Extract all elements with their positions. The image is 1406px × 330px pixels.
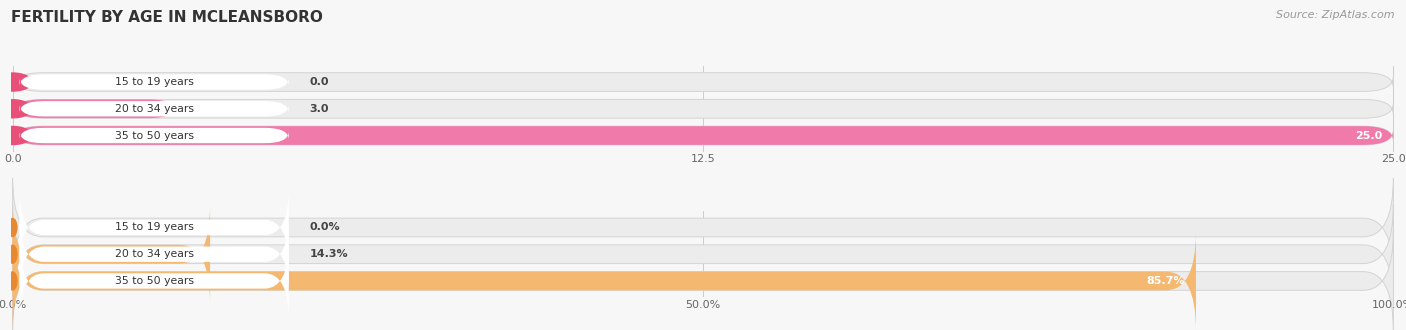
Text: Source: ZipAtlas.com: Source: ZipAtlas.com — [1277, 10, 1395, 20]
Text: 25.0: 25.0 — [1355, 130, 1382, 141]
FancyBboxPatch shape — [13, 99, 1393, 118]
FancyBboxPatch shape — [20, 128, 288, 143]
Text: 3.0: 3.0 — [309, 104, 329, 114]
Text: 0.0%: 0.0% — [309, 222, 340, 233]
Text: FERTILITY BY AGE IN MCLEANSBORO: FERTILITY BY AGE IN MCLEANSBORO — [11, 10, 323, 25]
FancyBboxPatch shape — [13, 126, 1393, 145]
Text: 14.3%: 14.3% — [309, 249, 349, 259]
FancyBboxPatch shape — [13, 73, 1393, 91]
FancyBboxPatch shape — [20, 74, 288, 90]
Circle shape — [7, 245, 18, 264]
FancyBboxPatch shape — [20, 242, 288, 320]
FancyBboxPatch shape — [13, 232, 1393, 330]
Circle shape — [7, 271, 18, 291]
Text: 85.7%: 85.7% — [1146, 276, 1185, 286]
Text: 15 to 19 years: 15 to 19 years — [115, 222, 194, 233]
FancyBboxPatch shape — [13, 99, 179, 118]
Text: 15 to 19 years: 15 to 19 years — [115, 77, 194, 87]
FancyBboxPatch shape — [20, 215, 288, 294]
FancyBboxPatch shape — [13, 178, 1393, 277]
Text: 20 to 34 years: 20 to 34 years — [115, 249, 194, 259]
Circle shape — [0, 99, 32, 118]
FancyBboxPatch shape — [13, 205, 209, 304]
Circle shape — [0, 72, 32, 92]
Text: 35 to 50 years: 35 to 50 years — [115, 276, 194, 286]
FancyBboxPatch shape — [13, 205, 1393, 304]
Text: 0.0: 0.0 — [309, 77, 329, 87]
FancyBboxPatch shape — [20, 101, 288, 116]
FancyBboxPatch shape — [13, 126, 1393, 145]
FancyBboxPatch shape — [20, 188, 288, 267]
Text: 20 to 34 years: 20 to 34 years — [115, 104, 194, 114]
FancyBboxPatch shape — [13, 232, 1197, 330]
Text: 35 to 50 years: 35 to 50 years — [115, 130, 194, 141]
Circle shape — [0, 126, 32, 145]
Circle shape — [7, 218, 18, 237]
